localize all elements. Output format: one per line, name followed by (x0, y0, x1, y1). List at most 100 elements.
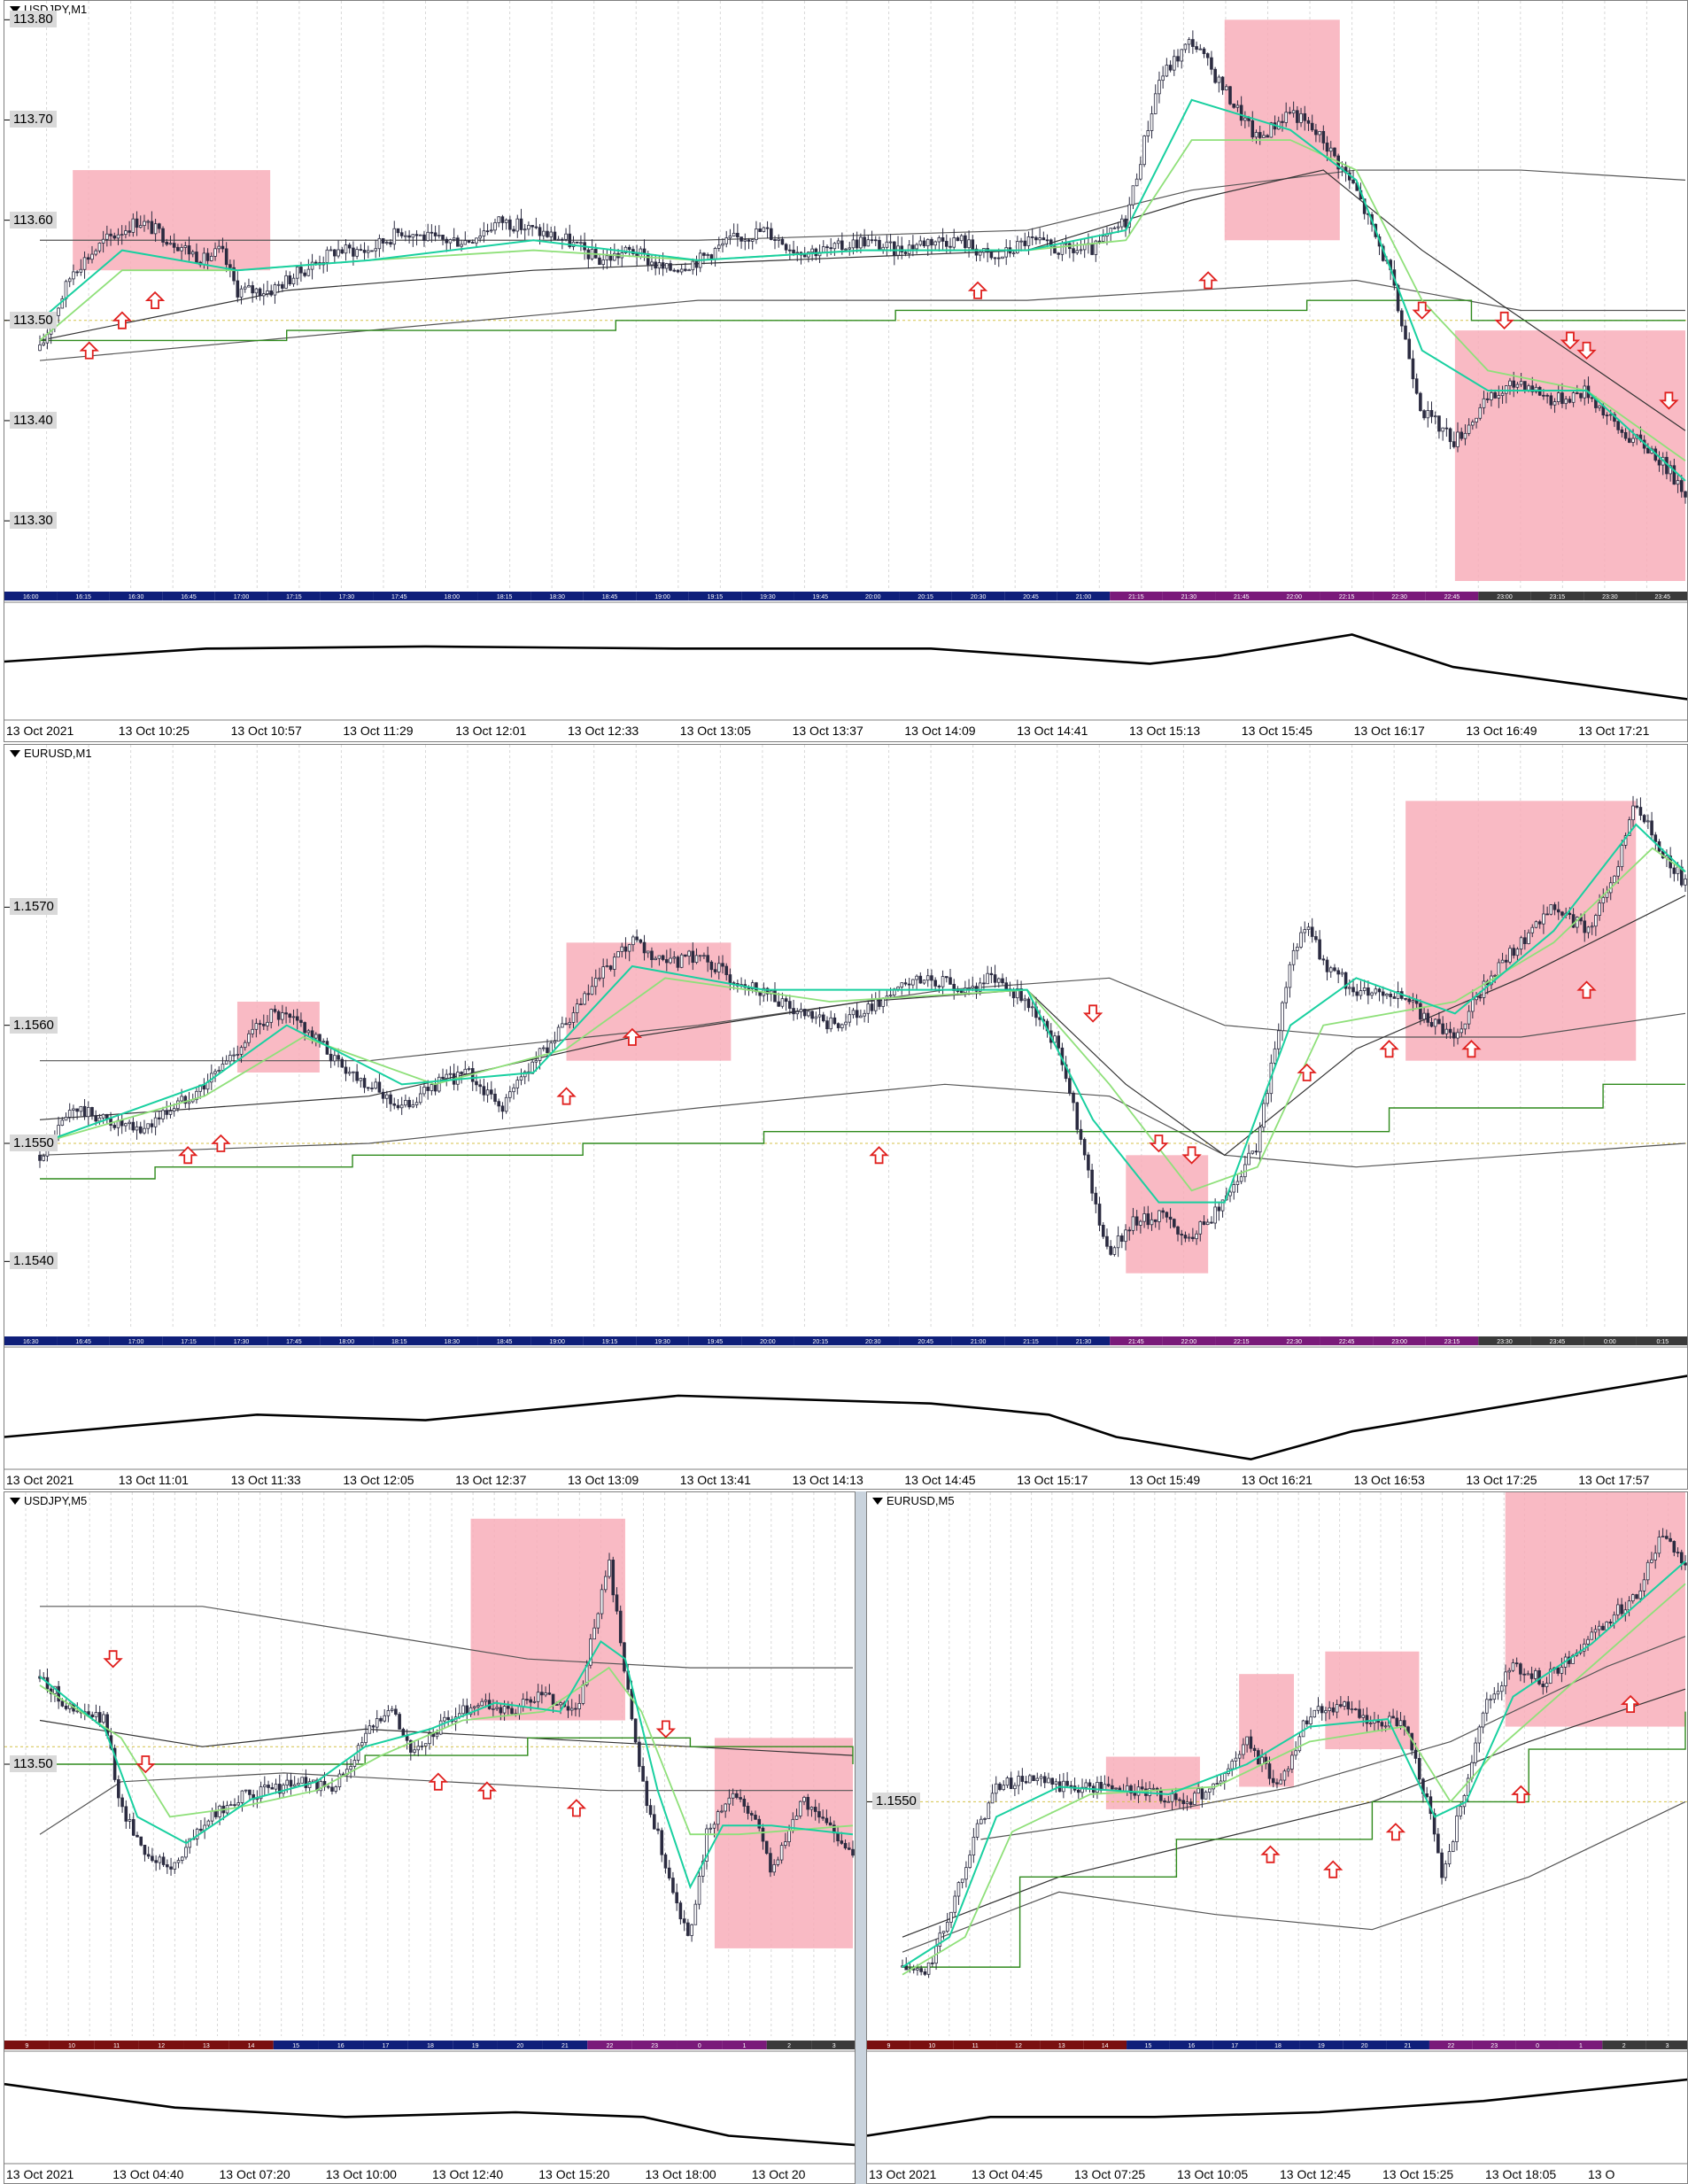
candle-body (446, 1716, 450, 1720)
candle-body (810, 1011, 814, 1019)
candle-body (330, 1786, 334, 1792)
session-bar-segment (109, 592, 163, 600)
candle-body (443, 1716, 446, 1722)
session-bar-label: 19:15 (602, 1339, 618, 1345)
candle-body (1586, 1638, 1590, 1645)
vertical-splitter[interactable] (856, 1491, 866, 2184)
session-bar-label: 21:00 (971, 1339, 987, 1345)
candle-body (530, 225, 534, 228)
candle-body (749, 1813, 754, 1816)
candle-body (430, 231, 434, 234)
chart-panel-usdjpy-m1[interactable]: USDJPY,M1 16:00 16:15 16:30 16:45 17:00 17:15… (4, 0, 1688, 742)
candle-body (232, 1054, 236, 1057)
candle-body (1032, 1775, 1035, 1781)
candle-body (325, 249, 329, 263)
candle-body (1426, 1012, 1430, 1023)
session-bar-segment (162, 1336, 215, 1345)
candle-body (1419, 1003, 1422, 1020)
candle-body (482, 230, 486, 236)
candle-body (1228, 86, 1232, 105)
session-bar-segment (583, 1336, 637, 1345)
candle-body (896, 987, 900, 990)
candle-body (1306, 120, 1311, 124)
candle-body (430, 1084, 434, 1091)
candle-body (1437, 415, 1441, 432)
candle-body (128, 1121, 131, 1125)
candle-body (596, 1613, 600, 1629)
candle-body (385, 1094, 389, 1099)
candle-body (273, 284, 277, 296)
candle-body (1500, 959, 1505, 964)
session-bar-label: 17:00 (128, 1339, 144, 1345)
candle-body (1456, 431, 1460, 447)
session-bar-segment (677, 2041, 723, 2049)
candle-body (236, 1054, 240, 1056)
candle-body (1204, 1792, 1208, 1800)
chart-panel-eurusd-m5[interactable]: EURUSD,M5 9 10 11 12 13 14 15 16 17 18 19 20 21 22 23 0… (866, 1491, 1688, 2184)
candle-body (1094, 240, 1098, 255)
candle-body (306, 1030, 311, 1034)
band-upper-line (40, 977, 1686, 1062)
dropdown-triangle-icon[interactable] (872, 1497, 883, 1505)
candle-body (251, 1028, 254, 1034)
candle-body (244, 1789, 248, 1792)
candle-body (1433, 415, 1437, 418)
session-bar-segment (1645, 2041, 1687, 2049)
candle-body (67, 278, 72, 283)
candle-body (911, 244, 915, 250)
session-bar-label: 19:30 (654, 1339, 670, 1345)
candle-body (263, 1785, 267, 1787)
session-bar-label: 18:00 (444, 594, 460, 600)
dropdown-triangle-icon[interactable] (10, 1497, 20, 1505)
time-label: 13 Oct 15:25 (1382, 2167, 1454, 2181)
candle-body (590, 986, 594, 995)
dropdown-triangle-icon[interactable] (10, 5, 20, 13)
candle-body (337, 1773, 342, 1787)
session-bar-label: 9 (887, 2043, 890, 2049)
candle-body (60, 1119, 65, 1126)
price-label: 1.1550 (10, 1135, 58, 1151)
up-arrow-icon (1323, 1860, 1343, 1878)
candle-body (1024, 1781, 1028, 1784)
session-bar-label: 19:30 (760, 594, 776, 600)
candle-body (972, 1836, 976, 1856)
candle-body (686, 1922, 690, 1936)
candle-body (549, 231, 554, 237)
candle-body (314, 261, 318, 264)
candle-body (64, 1117, 68, 1121)
candle-body (1217, 76, 1221, 83)
candle-body (304, 1777, 308, 1788)
candle-body (728, 236, 732, 239)
candle-body (534, 226, 538, 228)
session-bar-segment (1057, 592, 1111, 600)
candle-body (536, 1692, 540, 1702)
dropdown-triangle-icon[interactable] (10, 749, 20, 757)
candle-body (1638, 1590, 1643, 1599)
candle-body (919, 1968, 923, 1972)
candle-body (158, 1117, 161, 1119)
time-label: 13 Oct 07:25 (1074, 2167, 1146, 2181)
candle-body (79, 268, 83, 273)
chart-panel-eurusd-m1[interactable]: EURUSD,M1 16:30 16:45 17:00 17:15 17:30 17:45… (4, 744, 1688, 1490)
candle-body (138, 225, 143, 228)
candle-body (1478, 407, 1483, 419)
candle-body (1413, 1749, 1418, 1759)
candle-body (1166, 1801, 1171, 1803)
candle-body (1645, 1561, 1650, 1581)
candle-body (284, 1012, 288, 1015)
candle-body (416, 1746, 421, 1751)
candle-body (1467, 1011, 1471, 1025)
candle-body (754, 1815, 757, 1820)
chart-panel-usdjpy-m5[interactable]: USDJPY,M5 9 10 11 12 13 14 15 16 17 18 19 20 21 22 23 0… (4, 1491, 856, 2184)
candle-body (1467, 424, 1471, 434)
candle-body (592, 1627, 596, 1640)
candle-body (1556, 1667, 1560, 1674)
candle-body (1512, 948, 1515, 956)
session-bar-label: 23:00 (1391, 1339, 1407, 1345)
candle-body (1492, 1693, 1497, 1700)
candle-body (460, 1072, 463, 1074)
candle-body (1530, 385, 1535, 392)
time-label: 13 Oct 16:21 (1241, 1473, 1312, 1487)
price-label: 113.30 (10, 512, 57, 530)
session-bar-segment (951, 1336, 1005, 1345)
